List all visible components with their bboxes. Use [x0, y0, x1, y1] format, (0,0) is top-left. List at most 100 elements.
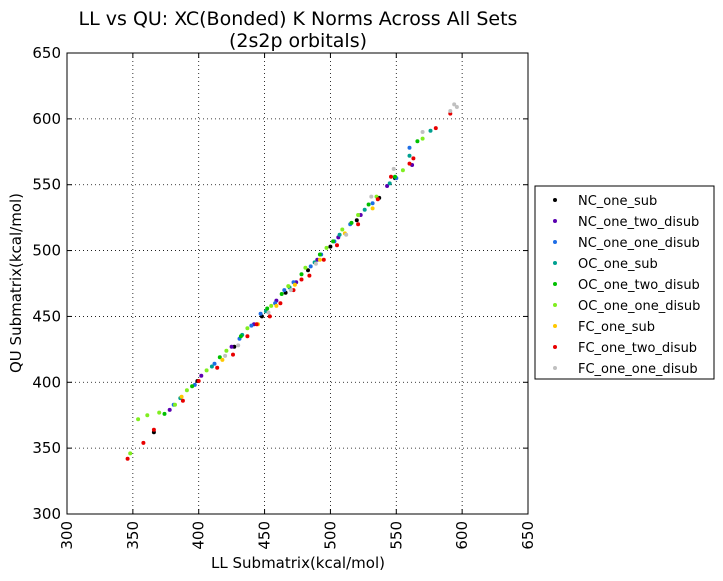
- data-point: [349, 220, 354, 225]
- data-point: [400, 168, 405, 173]
- data-point: [223, 353, 228, 358]
- data-point: [303, 265, 308, 270]
- y-tick-label: 600: [32, 110, 61, 128]
- data-point: [286, 284, 291, 289]
- data-point: [279, 292, 284, 296]
- data-point: [331, 239, 336, 244]
- data-point: [337, 232, 342, 237]
- data-point: [448, 109, 453, 113]
- data-point: [387, 181, 392, 186]
- data-point: [454, 105, 459, 109]
- data-point: [204, 368, 209, 373]
- data-point: [254, 322, 259, 327]
- data-point: [167, 407, 172, 412]
- data-points: [125, 102, 459, 461]
- chart-subtitle: (2s2p orbitals): [229, 30, 367, 52]
- legend-marker: [553, 261, 557, 265]
- data-point: [162, 411, 167, 416]
- legend-marker: [553, 219, 557, 223]
- data-point: [245, 334, 250, 339]
- grid: [67, 53, 528, 514]
- data-point: [335, 243, 339, 248]
- y-tick-label: 300: [32, 505, 61, 523]
- data-point: [340, 227, 345, 232]
- chart-title: LL vs QU: XC(Bonded) K Norms Across All …: [79, 8, 518, 30]
- legend-entry: FC_one_two_disub: [578, 341, 697, 356]
- data-point: [317, 252, 322, 257]
- data-point: [313, 261, 318, 266]
- data-point: [407, 153, 412, 158]
- data-point: [370, 201, 375, 206]
- data-point: [199, 373, 204, 378]
- data-point: [299, 277, 304, 282]
- x-tick-label: 300: [58, 521, 76, 550]
- data-point: [128, 451, 133, 456]
- legend-entry: OC_one_one_disub: [578, 299, 700, 314]
- data-point: [307, 273, 312, 278]
- data-point: [452, 102, 457, 107]
- data-point: [258, 311, 263, 316]
- data-point: [265, 306, 270, 311]
- data-point: [266, 310, 271, 315]
- data-point: [306, 268, 310, 273]
- x-tick-label: 550: [387, 521, 405, 550]
- data-point: [428, 128, 433, 133]
- data-point: [209, 364, 214, 369]
- legend-entry: NC_one_two_disub: [578, 215, 699, 230]
- data-point: [236, 343, 241, 348]
- data-point: [321, 257, 326, 262]
- legend-entry: OC_one_two_disub: [578, 278, 700, 293]
- data-point: [317, 257, 322, 262]
- x-tick-label: 650: [519, 521, 537, 550]
- data-point: [292, 282, 297, 287]
- data-point: [385, 184, 390, 188]
- legend-marker: [553, 198, 557, 202]
- data-point: [220, 357, 225, 362]
- data-point: [278, 301, 283, 306]
- y-tick-label: 400: [32, 373, 61, 391]
- data-point: [215, 365, 220, 370]
- data-point: [274, 303, 279, 308]
- data-point: [249, 323, 254, 328]
- data-point: [420, 136, 425, 141]
- data-point: [173, 402, 177, 407]
- data-point: [184, 388, 189, 393]
- legend-marker: [553, 324, 557, 328]
- legend: NC_one_sub NC_one_two_disub NC_one_one_dis…: [534, 185, 715, 380]
- data-point: [344, 232, 349, 237]
- data-point: [308, 264, 313, 269]
- legend-entry: OC_one_sub: [578, 257, 658, 272]
- legend-entry: NC_one_sub: [578, 194, 657, 209]
- data-point: [299, 272, 304, 277]
- legend-entry: FC_one_sub: [578, 320, 655, 335]
- data-point: [125, 456, 130, 461]
- data-point: [145, 413, 150, 418]
- legend-marker: [553, 345, 557, 349]
- data-point: [157, 410, 162, 415]
- data-point: [217, 355, 222, 360]
- data-point: [238, 334, 243, 339]
- y-axis-label: QU Submatrix(kcal/mol): [7, 193, 25, 373]
- data-point: [179, 394, 184, 399]
- data-point: [393, 174, 397, 179]
- data-point: [136, 417, 141, 422]
- y-tick-label: 500: [32, 242, 61, 260]
- data-point: [180, 398, 185, 403]
- y-tick-label: 350: [32, 439, 61, 457]
- data-point: [288, 288, 293, 293]
- data-point: [356, 222, 361, 227]
- data-point: [411, 156, 416, 161]
- data-point: [229, 344, 234, 349]
- x-tick-label: 450: [256, 521, 274, 550]
- x-tick-label: 600: [453, 521, 471, 550]
- x-axis-label: LL Submatrix(kcal/mol): [211, 554, 385, 572]
- data-point: [433, 126, 438, 131]
- legend-marker: [553, 282, 557, 286]
- legend-marker: [553, 303, 557, 307]
- plot-frame: [66, 52, 529, 515]
- x-tick-label: 400: [190, 521, 208, 550]
- data-point: [375, 197, 380, 202]
- data-point: [282, 288, 287, 293]
- legend-marker: [553, 240, 557, 244]
- data-point: [328, 244, 333, 249]
